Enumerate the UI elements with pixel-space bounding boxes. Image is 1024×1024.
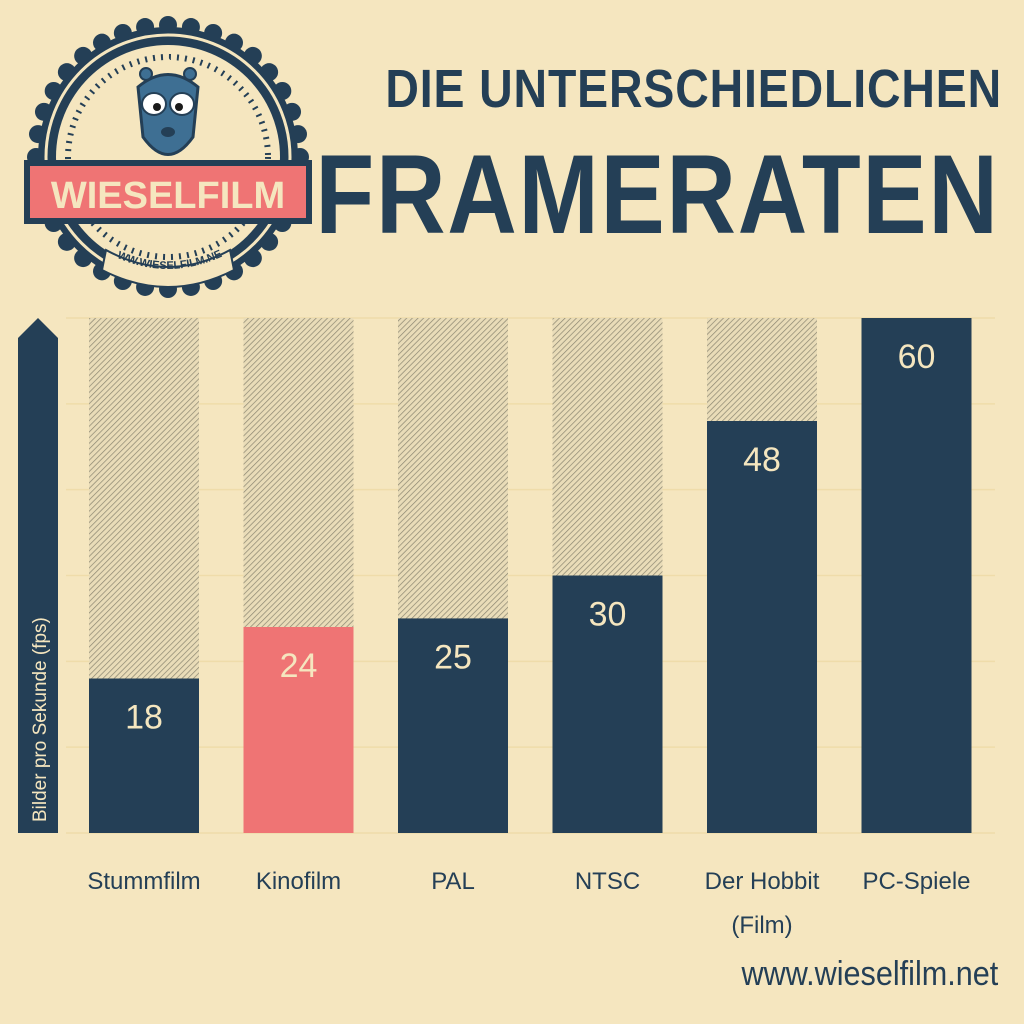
data-label: 60 bbox=[898, 338, 936, 376]
x-tick-label: Stummfilm bbox=[87, 868, 200, 895]
bar-kinofilm bbox=[243, 627, 354, 833]
data-label: 48 bbox=[743, 441, 781, 479]
wieselfilm-logo: WIESELFILM ★ EST. 2003 ★ WWW.WIESELFILM.… bbox=[18, 12, 312, 298]
data-label: 25 bbox=[434, 638, 472, 676]
badge-dots-ring bbox=[65, 54, 271, 260]
framerate-bar-chart: Bilder pro Sekunde (fps) 18 Stummfilm 24 Ki… bbox=[18, 317, 995, 939]
bar-pal bbox=[398, 618, 508, 833]
weasel-mascot-icon bbox=[136, 57, 200, 156]
x-tick-label: Kinofilm bbox=[256, 868, 341, 895]
x-tick-label: PC-Spiele bbox=[862, 868, 970, 895]
bar-der-hobbit-film bbox=[707, 421, 817, 833]
x-tick-label: Der Hobbit bbox=[705, 868, 820, 895]
data-label: 30 bbox=[589, 596, 627, 634]
url-ribbon bbox=[100, 248, 236, 288]
data-label: 18 bbox=[125, 699, 163, 737]
x-tick-label: (Film) bbox=[731, 912, 792, 939]
footer-url: www.wieselfilm.net bbox=[741, 955, 998, 993]
brand-name: WIESELFILM bbox=[51, 175, 285, 217]
established-label: ★ EST. 2003 ★ bbox=[126, 235, 210, 249]
x-tick-label: NTSC bbox=[575, 868, 640, 895]
title-line-2: FRAMERATEN bbox=[315, 132, 1000, 257]
bar-stummfilm bbox=[89, 678, 199, 833]
bar-ntsc bbox=[552, 575, 663, 833]
x-tick-label: PAL bbox=[431, 868, 475, 895]
y-axis-label: Bilder pro Sekunde (fps) bbox=[30, 617, 51, 822]
y-axis-arrow bbox=[18, 318, 58, 833]
bar-pc-spiele bbox=[861, 318, 972, 833]
title-line-1: DIE UNTERSCHIEDLICHEN bbox=[385, 59, 1002, 119]
data-label: 24 bbox=[280, 647, 318, 685]
grid-lines bbox=[66, 317, 995, 834]
